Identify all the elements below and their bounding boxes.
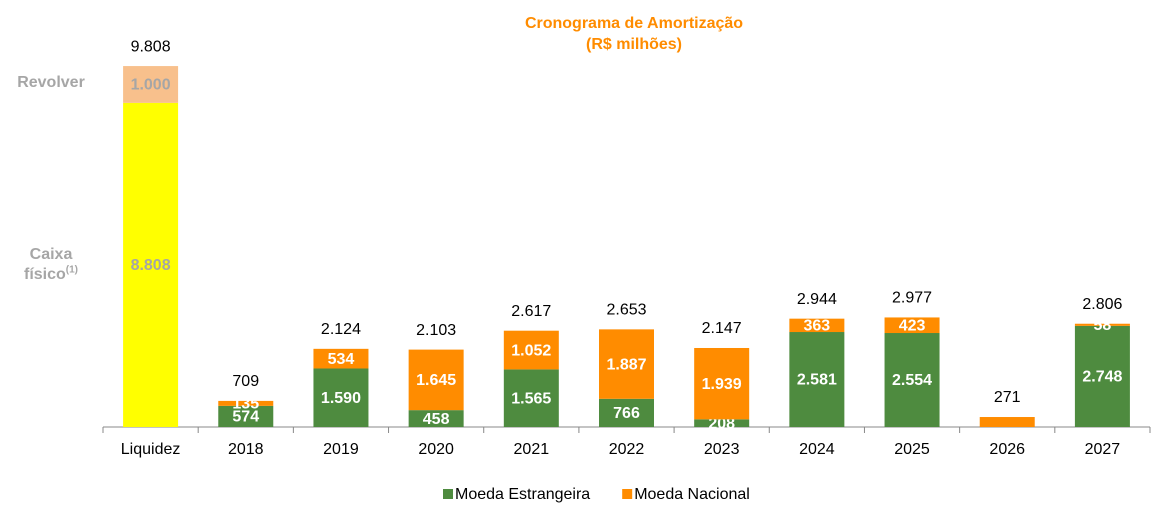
total-label: 2.944 — [797, 291, 837, 308]
value-label: 534 — [328, 351, 355, 368]
series-name: Revolver — [17, 74, 85, 92]
total-label: 2.617 — [511, 303, 551, 320]
value-label: 766 — [613, 405, 640, 422]
value-label: 2.581 — [797, 372, 837, 389]
value-label: 458 — [423, 411, 450, 428]
total-label: 271 — [994, 389, 1021, 406]
value-label: 1.590 — [321, 390, 361, 407]
bar-segment — [313, 368, 369, 427]
bar-segment — [218, 400, 274, 406]
legend-label: Moeda Nacional — [634, 486, 750, 503]
series-note: (1) — [65, 264, 79, 276]
bar-segment — [1074, 325, 1130, 427]
bar-segment — [694, 419, 750, 427]
bar-segment — [123, 66, 179, 103]
value-label: 363 — [804, 318, 831, 335]
bar-segment — [884, 317, 940, 334]
bar-segment — [884, 333, 940, 427]
bar-segment — [979, 417, 1035, 427]
series-name: Caixa físico — [23, 245, 73, 283]
bar-segment — [599, 329, 654, 399]
value-label: 2.748 — [1082, 369, 1122, 386]
value-label: 1.565 — [511, 390, 551, 407]
chart-title: Cronograma de Amortização — [525, 15, 743, 32]
x-tick-label: 2019 — [323, 441, 359, 458]
total-label: 2.653 — [606, 302, 646, 319]
value-label: 423 — [899, 317, 926, 334]
total-label: 709 — [232, 373, 259, 390]
total-label: 2.124 — [321, 321, 361, 338]
series-label: Revolver — [6, 73, 96, 93]
legend-swatch — [622, 489, 633, 499]
bar-segment — [1074, 323, 1130, 326]
series-label: Caixa físico(1) — [6, 245, 96, 285]
legend-swatch — [443, 489, 453, 499]
x-tick-label: Liquidez — [121, 441, 181, 458]
value-label: 1.052 — [511, 342, 551, 359]
total-label: 2.147 — [702, 320, 742, 337]
bar-segment — [694, 347, 750, 420]
value-label: 1.645 — [416, 372, 456, 389]
bar-segment — [123, 102, 179, 427]
value-label: 8.808 — [131, 257, 171, 274]
bar-segment — [408, 410, 464, 427]
bar-segment — [503, 330, 559, 370]
x-tick-label: 2020 — [418, 441, 454, 458]
total-label: 2.977 — [892, 290, 932, 307]
value-label: 1.887 — [606, 356, 646, 373]
value-label: 208 — [708, 415, 735, 432]
chart-subtitle: (R$ milhões) — [586, 36, 682, 53]
x-tick-label: 2018 — [228, 441, 264, 458]
x-tick-label: 2023 — [704, 441, 740, 458]
total-label: 2.103 — [416, 322, 456, 339]
value-label: 2.554 — [892, 372, 932, 389]
value-label: 574 — [232, 409, 259, 426]
bar-segment — [789, 318, 845, 333]
x-tick-label: 2027 — [1085, 441, 1121, 458]
value-label: 1.000 — [131, 77, 171, 94]
x-tick-label: 2021 — [514, 441, 550, 458]
value-label: 58 — [1094, 317, 1112, 334]
bar-segment — [789, 332, 845, 427]
value-label: 1.939 — [702, 376, 742, 393]
total-label: 9.808 — [131, 38, 171, 55]
x-tick-label: 2025 — [894, 441, 930, 458]
x-tick-label: 2022 — [609, 441, 645, 458]
x-tick-label: 2026 — [989, 441, 1025, 458]
bar-segment — [218, 405, 274, 427]
bar-segment — [503, 369, 559, 427]
bar-segment — [599, 398, 654, 427]
legend-label: Moeda Estrangeira — [455, 486, 590, 503]
x-tick-label: 2024 — [799, 441, 835, 458]
bar-segment — [408, 349, 464, 411]
value-label: 135 — [232, 396, 259, 413]
total-label: 2.806 — [1082, 296, 1122, 313]
bar-segment — [313, 348, 369, 369]
